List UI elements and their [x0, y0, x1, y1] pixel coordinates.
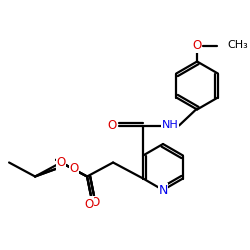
Text: O: O	[192, 39, 202, 52]
Text: O: O	[108, 119, 117, 132]
Text: CH₃: CH₃	[227, 40, 248, 50]
Text: NH: NH	[162, 120, 178, 130]
Text: N: N	[158, 184, 168, 196]
Text: O: O	[56, 156, 66, 169]
Text: O: O	[90, 196, 99, 209]
Text: O: O	[84, 198, 94, 211]
Text: O: O	[70, 162, 79, 175]
